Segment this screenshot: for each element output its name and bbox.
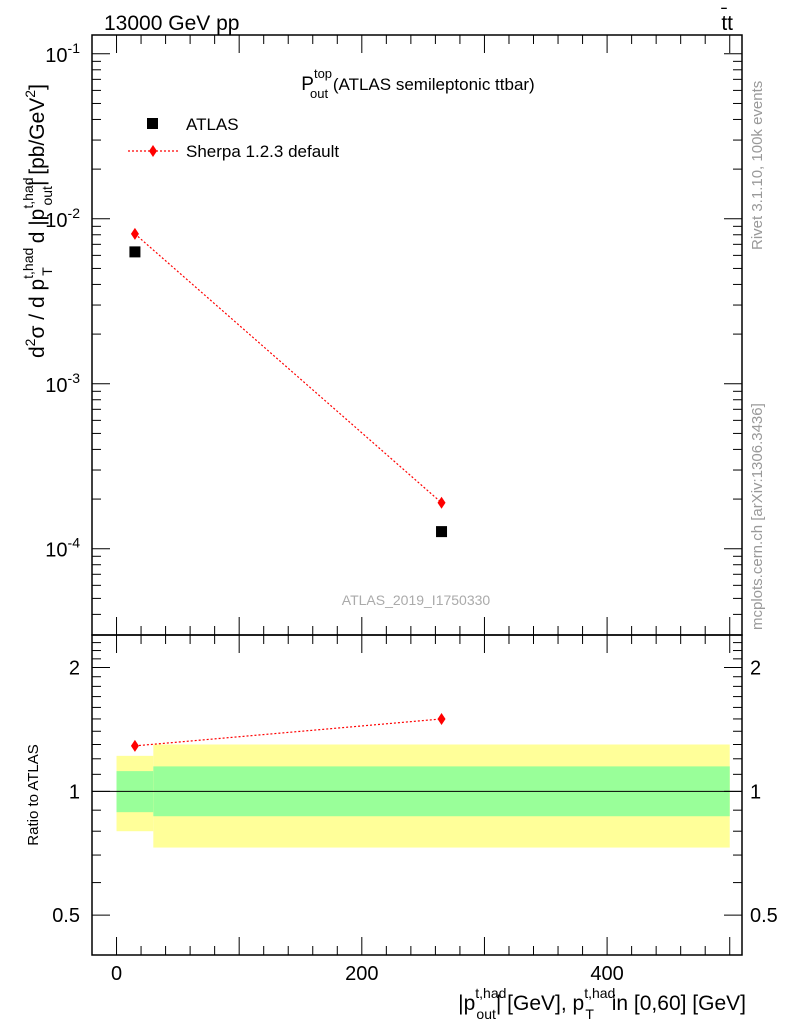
atlas-point (129, 246, 141, 258)
x-tick-label-200: 200 (345, 963, 378, 985)
y-tick-label-1e-1: 10-1 (45, 40, 80, 67)
sherpa-point (130, 227, 139, 240)
sherpa-point (437, 496, 446, 509)
y-tick-label-1e-4: 10-4 (45, 535, 80, 562)
ratio-tick-label-0.5-left: 0.5 (52, 905, 80, 927)
rivet-version-label: Rivet 3.1.10, 100k events (749, 81, 766, 250)
process-bar-mark: ̄ (721, 7, 727, 10)
legend-atlas-label: ATLAS (186, 115, 239, 134)
y-tick-label-1e-2: 10-2 (45, 205, 80, 232)
energy-label: 13000 GeV pp (104, 12, 239, 35)
x-axis-label: |pt,had out| [GeV], pt,had T in [0,60] [Ge… (458, 985, 746, 1022)
x-tick-label-400: 400 (590, 963, 623, 985)
analysis-watermark: ATLAS_2019_I1750330 (342, 592, 491, 608)
y-axis-label: d2σ / d pt,had T d |pt,had out| [pb/GeV2] (20, 84, 55, 358)
ratio-plot-frame (91, 634, 743, 956)
ratio-tick-label-1-right: 1 (750, 781, 761, 803)
sherpa-line (134, 233, 442, 504)
sherpa-ratio-point (130, 739, 139, 752)
ratio-tick-label-0.5-right: 0.5 (750, 905, 778, 927)
legend-atlas-marker (147, 118, 158, 129)
legend-sherpa-label: Sherpa 1.2.3 default (186, 142, 339, 161)
ratio-tick-label-1-left: 1 (69, 781, 80, 803)
sherpa-ratio-point (437, 712, 446, 725)
axis-ticks (92, 35, 742, 956)
atlas-point (436, 526, 448, 538)
legend-sherpa-marker (149, 145, 157, 157)
chart-title: Ptop out (ATLAS semileptonic ttbar) (301, 66, 534, 101)
uncertainty-bands (116, 744, 730, 848)
data-marks (129, 227, 448, 752)
process-label: tt (721, 12, 733, 35)
ratio-tick-label-2-left: 2 (69, 658, 80, 680)
sherpa-ratio-line (134, 718, 442, 747)
ratio-y-axis-label: Ratio to ATLAS (25, 744, 42, 845)
y-tick-label-1e-3: 10-3 (45, 370, 80, 397)
ratio-tick-label-2-right: 2 (750, 658, 761, 680)
x-tick-label-0: 0 (111, 963, 122, 985)
mcplots-label: mcplots.cern.ch [arXiv:1306.3436] (749, 403, 766, 630)
